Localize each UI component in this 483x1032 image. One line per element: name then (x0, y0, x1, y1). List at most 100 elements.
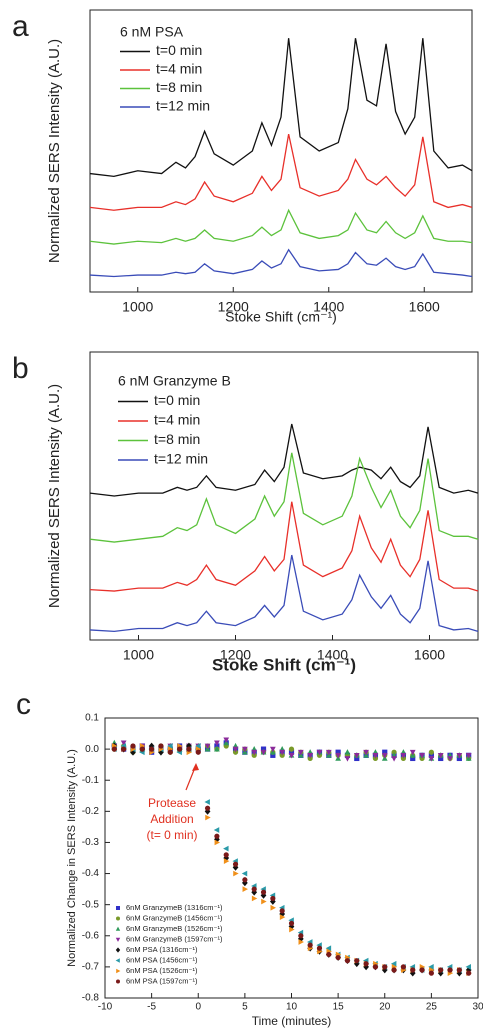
data-point (204, 743, 211, 750)
data-point (288, 752, 295, 759)
legend-title: 6 nM Granzyme B (118, 373, 231, 389)
data-point (447, 967, 453, 973)
data-point (214, 745, 220, 752)
data-point (307, 942, 313, 948)
y-axis-label: Normalized SERS Intensity (A.U.) (46, 384, 63, 608)
legend-label: t=8 min (156, 79, 202, 95)
data-point (213, 827, 220, 833)
data-point (382, 749, 388, 755)
data-point (410, 967, 416, 973)
data-point (410, 755, 416, 762)
legend-label: 6nM GranzymeB (1456cm⁻¹) (126, 913, 223, 922)
data-point (223, 845, 229, 852)
data-point (390, 960, 397, 967)
data-point (204, 807, 211, 815)
legend-label: t=4 min (154, 412, 200, 428)
data-point (223, 852, 229, 858)
spectrum-line (89, 554, 479, 633)
data-point (456, 967, 462, 973)
x-tick-label: 1000 (123, 647, 154, 663)
x-tick-label: 1200 (218, 299, 249, 315)
data-point (419, 752, 425, 759)
data-point (428, 964, 434, 970)
data-point (232, 863, 239, 871)
data-point (111, 746, 117, 752)
data-point (232, 746, 239, 753)
data-point (121, 746, 127, 752)
y-tick-label: -0.2 (82, 806, 100, 817)
legend-marker (115, 947, 121, 953)
data-point (391, 756, 397, 762)
panel-label: b (12, 352, 29, 385)
data-point (307, 752, 314, 759)
x-tick-label: -5 (147, 1002, 156, 1013)
data-point (186, 746, 192, 752)
data-point (260, 889, 267, 895)
data-point (279, 908, 285, 914)
data-point (177, 746, 183, 752)
legend-label: 6nM GranzymeB (1316cm⁻¹) (126, 903, 223, 912)
data-point (204, 805, 211, 811)
x-tick-label: 1600 (409, 299, 440, 315)
data-point (214, 839, 221, 846)
spectrum-line (89, 133, 473, 211)
data-point (456, 752, 463, 759)
data-point (195, 743, 201, 749)
data-point (447, 756, 453, 762)
legend-marker (115, 926, 121, 931)
data-point (251, 749, 258, 756)
y-tick-label: -0.3 (82, 837, 100, 848)
legend-label: t=8 min (154, 431, 200, 447)
legend-label: 6nM GranzymeB (1597cm⁻¹) (126, 934, 223, 943)
data-point (438, 967, 444, 973)
data-point (232, 861, 239, 867)
panel-label: a (12, 10, 29, 43)
spectrum-line (89, 452, 479, 543)
spectrum-line (89, 423, 479, 497)
legend-label: 6nM PSA (1316cm⁻¹) (126, 945, 198, 954)
x-tick-label: 15 (333, 1002, 345, 1013)
data-point (465, 752, 472, 759)
y-tick-label: 0.0 (85, 744, 99, 755)
data-point (251, 895, 258, 902)
data-point (158, 748, 164, 756)
y-axis-label: Normalized Change in SERS Intensity (A.U… (66, 749, 78, 967)
y-tick-label: -0.5 (82, 899, 100, 910)
annotation-text: Protease (148, 796, 196, 810)
data-point (335, 954, 341, 961)
y-tick-label: -0.7 (82, 962, 100, 973)
data-point (223, 737, 230, 743)
data-point (297, 749, 304, 756)
legend-label: t=0 min (154, 392, 200, 408)
x-tick-label: 1200 (220, 647, 251, 663)
data-point (335, 752, 341, 759)
annotation: Protease Addition (t= 0 min) (146, 763, 199, 842)
x-tick-label: 25 (426, 1002, 438, 1013)
legend-label: 6nM PSA (1526cm⁻¹) (126, 966, 198, 975)
data-point (158, 743, 164, 749)
data-point (288, 746, 295, 752)
x-tick-label: -10 (98, 1002, 113, 1013)
data-point (316, 945, 323, 951)
data-point (382, 964, 388, 970)
data-point (372, 964, 379, 970)
data-point (391, 967, 397, 973)
y-tick-label: -0.8 (82, 993, 100, 1004)
data-point (289, 926, 295, 933)
x-tick-label: 0 (195, 1002, 201, 1013)
data-point (279, 914, 286, 920)
data-point (325, 749, 332, 756)
y-tick-label: -0.4 (82, 868, 100, 879)
data-point (120, 740, 127, 747)
data-point (270, 904, 276, 911)
x-axis-label: Time (minutes) (252, 1014, 332, 1028)
data-point (204, 799, 210, 805)
data-point (428, 749, 434, 755)
annotation-text: Addition (150, 812, 193, 826)
legend-label: t=12 min (154, 451, 208, 467)
x-tick-label: 30 (472, 1002, 483, 1013)
legend-label: t=0 min (156, 42, 202, 58)
data-point (223, 858, 230, 864)
